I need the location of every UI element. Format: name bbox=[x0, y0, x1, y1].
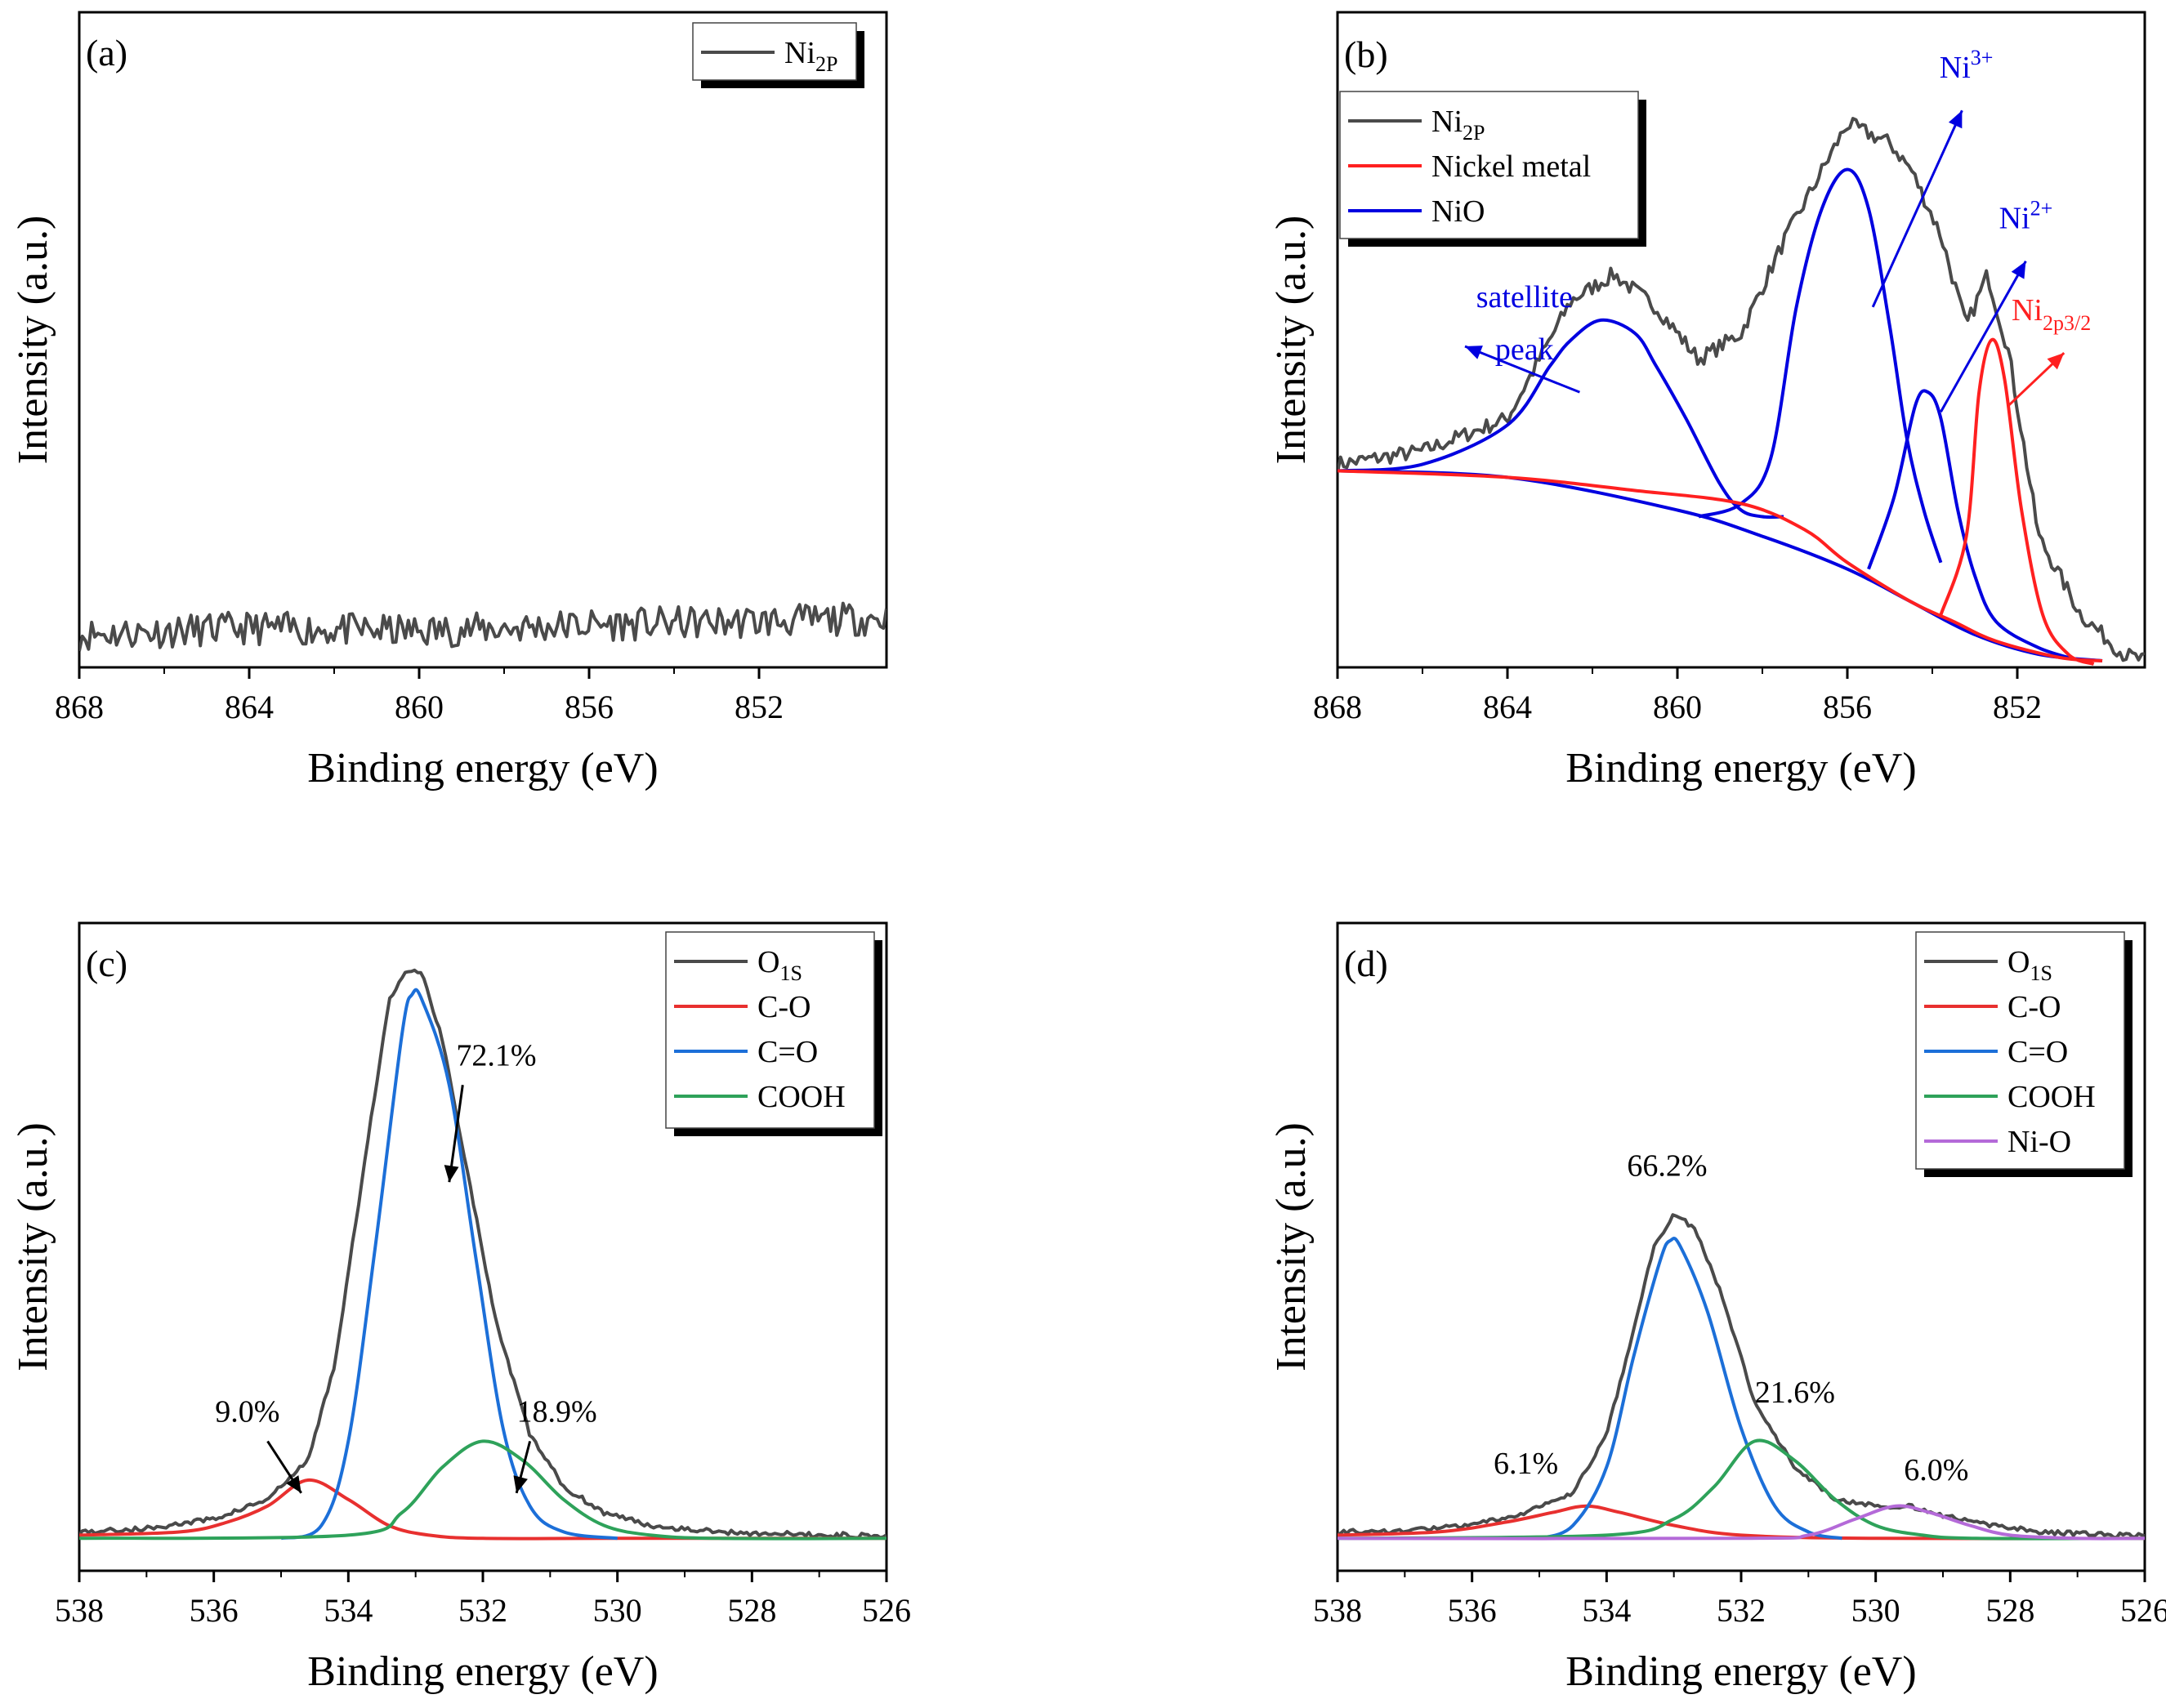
legend: O1S C-O C=O COOH bbox=[665, 931, 882, 1136]
legend-label: C-O bbox=[2007, 990, 2061, 1024]
legend-label: C=O bbox=[757, 1035, 818, 1069]
series-line-3 bbox=[1338, 1438, 2145, 1541]
legend-label: NiO bbox=[1431, 194, 1485, 229]
legend: Ni2P Nickel metal NiO bbox=[1339, 91, 1646, 247]
x-tick-label: 528 bbox=[727, 1592, 776, 1629]
series-line-5 bbox=[1338, 469, 2103, 662]
series-line-6 bbox=[1939, 337, 2095, 666]
annotation-label: peak bbox=[1495, 332, 1554, 367]
x-tick-label: 532 bbox=[1717, 1592, 1766, 1629]
x-axis-title: Binding energy (eV) bbox=[307, 745, 658, 792]
legend: O1S C-O C=O COOH Ni-O bbox=[1915, 931, 2133, 1177]
x-tick-label: 856 bbox=[1823, 689, 1872, 725]
legend-label: C=O bbox=[2007, 1035, 2068, 1069]
legend-label: Ni2P bbox=[784, 36, 837, 76]
x-tick-label: 864 bbox=[1483, 689, 1532, 725]
series-line-1 bbox=[1338, 318, 1784, 520]
arrow-line bbox=[1464, 345, 1580, 394]
x-tick-label: 536 bbox=[1448, 1592, 1497, 1629]
arrow-head bbox=[1948, 110, 1963, 129]
series-line-3 bbox=[79, 1439, 886, 1541]
x-tick-label: 538 bbox=[1313, 1592, 1362, 1629]
annotation-label: 6.0% bbox=[1904, 1453, 1968, 1487]
arrow-line bbox=[448, 1085, 464, 1183]
y-axis-title: Intensity (a.u.) bbox=[1268, 216, 1315, 465]
panel-c: 538 536 534 532 530 528 526 Binding energy (eV)… bbox=[10, 921, 911, 1695]
x-tick-label: 530 bbox=[1851, 1592, 1900, 1629]
annotation-label: Ni3+ bbox=[1940, 46, 1994, 85]
series-line-0 bbox=[1338, 1213, 2145, 1540]
legend-label: O1S bbox=[2007, 945, 2052, 985]
series-line-0 bbox=[79, 968, 886, 1540]
x-tick-label: 526 bbox=[2120, 1592, 2166, 1629]
series-line-3 bbox=[1867, 389, 2082, 662]
arrow-head bbox=[513, 1475, 528, 1493]
annotation-label: 6.1% bbox=[1494, 1447, 1558, 1481]
x-axis-title: Binding energy (eV) bbox=[1565, 1648, 1916, 1695]
series-line-2 bbox=[1698, 167, 1943, 564]
series-line-0 bbox=[79, 601, 886, 652]
arrow-line bbox=[1940, 261, 2027, 413]
x-tick-label: 868 bbox=[1313, 689, 1362, 725]
legend-label: COOH bbox=[2007, 1080, 2096, 1114]
arrow-head bbox=[286, 1475, 301, 1493]
arrow-head bbox=[1465, 346, 1483, 359]
x-tick-label: 532 bbox=[458, 1592, 507, 1629]
arrow-head bbox=[2047, 353, 2065, 370]
x-tick-label: 534 bbox=[324, 1592, 373, 1629]
y-axis-title: Intensity (a.u.) bbox=[10, 216, 56, 465]
x-tick-label: 528 bbox=[1985, 1592, 2034, 1629]
panel-label: (a) bbox=[86, 32, 127, 74]
x-tick-label: 534 bbox=[1582, 1592, 1631, 1629]
x-tick-label: 864 bbox=[225, 689, 274, 725]
x-tick-label: 860 bbox=[1653, 689, 1702, 725]
annotation-label: Ni2+ bbox=[1999, 197, 2053, 236]
series-line-1 bbox=[1338, 1504, 2145, 1541]
series-line-1 bbox=[79, 1478, 886, 1541]
panel-a: 868 864 860 856 852 Binding energy (eV) Intens… bbox=[10, 11, 888, 792]
x-tick-label: 852 bbox=[735, 689, 784, 725]
arrow-line bbox=[1871, 109, 1963, 308]
annotation-label: 21.6% bbox=[1755, 1376, 1835, 1410]
legend-label: Nickel metal bbox=[1431, 149, 1591, 184]
arrow-head bbox=[444, 1165, 459, 1183]
panel-label: (b) bbox=[1344, 33, 1388, 75]
panel-label: (d) bbox=[1344, 943, 1388, 984]
annotation-label: 18.9% bbox=[516, 1395, 596, 1429]
series-line-4 bbox=[1338, 1504, 2145, 1541]
panel-b: 868 864 860 856 852 Binding energy (eV) Intens… bbox=[1268, 11, 2146, 792]
x-tick-label: 852 bbox=[1993, 689, 2042, 725]
x-tick-label: 538 bbox=[55, 1592, 104, 1629]
annotation-label: 72.1% bbox=[456, 1038, 536, 1073]
x-tick-label: 526 bbox=[862, 1592, 911, 1629]
x-tick-label: 860 bbox=[395, 689, 444, 725]
plot-frame bbox=[78, 11, 888, 669]
legend-label: O1S bbox=[757, 945, 802, 985]
y-axis-title: Intensity (a.u.) bbox=[10, 1122, 56, 1371]
panel-label: (c) bbox=[86, 943, 127, 984]
annotation-label: satellite bbox=[1476, 280, 1573, 314]
legend-label: C-O bbox=[757, 990, 811, 1024]
annotation-label: Ni2p3/2 bbox=[2012, 293, 2091, 335]
x-tick-label: 530 bbox=[593, 1592, 642, 1629]
plot-frame bbox=[1336, 11, 2146, 669]
legend-label: COOH bbox=[757, 1080, 846, 1114]
y-axis-title: Intensity (a.u.) bbox=[1268, 1122, 1315, 1371]
arrow-head bbox=[2011, 261, 2026, 279]
x-tick-label: 868 bbox=[55, 689, 104, 725]
panel-d: 538 536 534 532 530 528 526 Binding energy (eV)… bbox=[1268, 921, 2166, 1695]
series-line-0 bbox=[1338, 117, 2145, 662]
x-axis-title: Binding energy (eV) bbox=[307, 1648, 658, 1695]
annotation-label: 66.2% bbox=[1627, 1148, 1707, 1183]
x-axis-title: Binding energy (eV) bbox=[1565, 745, 1916, 792]
x-tick-label: 856 bbox=[565, 689, 614, 725]
x-tick-label: 536 bbox=[190, 1592, 239, 1629]
series-line-2 bbox=[1539, 1237, 1842, 1541]
legend-label: Ni2P bbox=[1431, 105, 1485, 145]
legend-label: Ni-O bbox=[2007, 1125, 2071, 1159]
legend: Ni2P bbox=[692, 22, 864, 88]
annotation-label: 9.0% bbox=[215, 1395, 279, 1429]
